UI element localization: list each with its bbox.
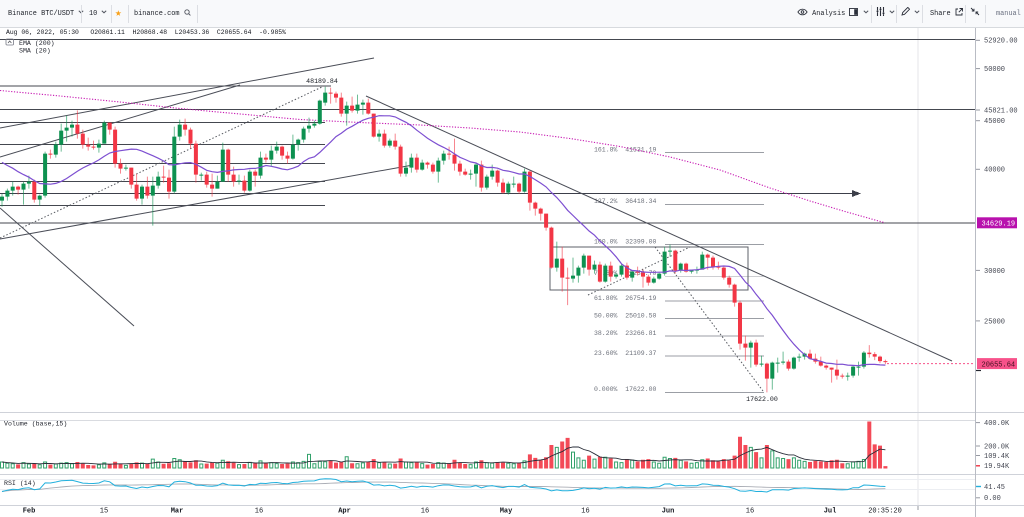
svg-text:50.00% 25010.50: 50.00% 25010.50	[594, 312, 657, 319]
svg-text:45821.00: 45821.00	[984, 107, 1018, 115]
svg-text:45000: 45000	[984, 118, 1005, 126]
svg-text:19.94K: 19.94K	[984, 463, 1010, 471]
svg-text:Aug 06, 2022, 05:30 O20861.1: Aug 06, 2022, 05:30 O20861.11 H20868.48 …	[6, 29, 286, 36]
svg-text:50000: 50000	[984, 66, 1005, 74]
svg-text:48189.84: 48189.84	[306, 78, 338, 85]
svg-text:16: 16	[581, 508, 589, 516]
svg-text:RSI (14): RSI (14)	[4, 480, 36, 487]
svg-text:17622.00: 17622.00	[746, 396, 778, 403]
svg-text:15: 15	[100, 508, 108, 516]
svg-text:Apr: Apr	[338, 508, 351, 516]
svg-text:Mar: Mar	[171, 508, 184, 516]
svg-text:20:35:20: 20:35:20	[868, 508, 902, 516]
svg-text:Feb: Feb	[23, 508, 36, 516]
svg-text:34629.19: 34629.19	[982, 221, 1016, 229]
svg-text:EMA (200): EMA (200)	[19, 40, 55, 47]
svg-text:200.0K: 200.0K	[984, 443, 1010, 451]
svg-text:127.2% 36418.34: 127.2% 36418.34	[594, 198, 657, 205]
svg-text:400.0K: 400.0K	[984, 420, 1010, 428]
svg-text:161.8% 41531.19: 161.8% 41531.19	[594, 146, 657, 153]
svg-text:30000: 30000	[984, 268, 1005, 276]
svg-text:0.00: 0.00	[984, 495, 1001, 503]
svg-text:52920.00: 52920.00	[984, 38, 1018, 46]
svg-text:Jul: Jul	[824, 508, 837, 516]
svg-text:0.000% 17622.00: 0.000% 17622.00	[594, 386, 657, 393]
svg-text:20655.64: 20655.64	[982, 361, 1016, 369]
svg-text:SMA (20): SMA (20)	[19, 48, 51, 55]
svg-text:16: 16	[421, 508, 429, 516]
svg-text:109.4K: 109.4K	[984, 453, 1010, 461]
svg-text:16: 16	[746, 508, 754, 516]
svg-text:23.60% 21109.37: 23.60% 21109.37	[594, 350, 657, 357]
svg-text:25000: 25000	[984, 318, 1005, 326]
svg-text:41.45: 41.45	[984, 484, 1005, 492]
svg-text:Volume (base,15): Volume (base,15)	[4, 421, 67, 428]
svg-text:16: 16	[255, 508, 263, 516]
svg-text:May: May	[500, 508, 513, 516]
svg-text:Jun: Jun	[662, 508, 675, 516]
svg-text:61.80% 26754.19: 61.80% 26754.19	[594, 295, 657, 302]
svg-text:38.20% 23266.81: 38.20% 23266.81	[594, 330, 657, 337]
svg-text:40000: 40000	[984, 167, 1005, 175]
svg-text:100.0% 32399.00: 100.0% 32399.00	[594, 238, 657, 245]
